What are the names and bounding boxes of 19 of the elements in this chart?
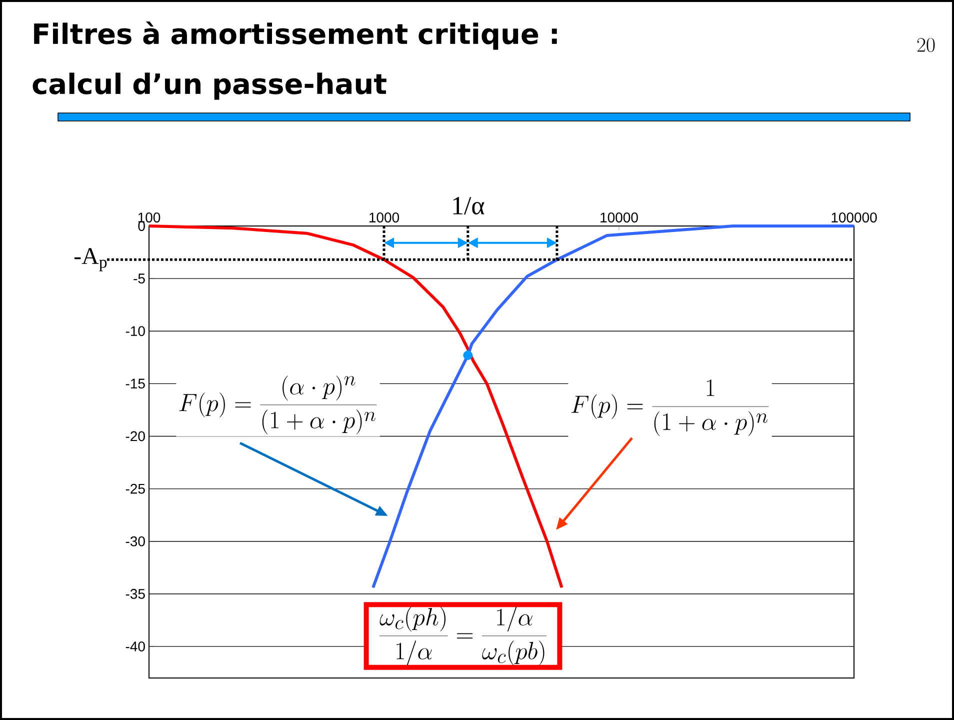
y-tick-label: -15 xyxy=(126,378,145,389)
text: $20$ xyxy=(917,38,935,52)
y-tick-label: -10 xyxy=(126,326,145,336)
ref-line-label: 1/α xyxy=(453,197,484,214)
x-tick-label: 100000 xyxy=(832,212,877,222)
y-tick-label: -5 xyxy=(134,274,145,284)
annotation: $F(p)=\frac{(\alpha\cdot p)^{n}}{(1+\alpha\cdot p)^{n}}$ xyxy=(179,376,377,434)
x-tick-label: 1000 xyxy=(370,212,400,222)
y-tick-label: -30 xyxy=(126,536,145,546)
chart-title: Filtres à amortissement critique : calcul d’un passe-haut xyxy=(32,22,557,100)
y-tick-label: -20 xyxy=(126,431,145,442)
annotation: $F(p)=\frac{1}{(1+\alpha\cdot p)^{n}}$ xyxy=(571,380,769,436)
y-tick-label: -35 xyxy=(126,588,145,599)
y-tick-label: -25 xyxy=(126,484,145,494)
annotation: $\frac{\omega_c(ph)}{1/\alpha}=\frac{1/\alpha}{\omega_c(pb)}$ xyxy=(379,606,547,666)
ref-line-label: -A$_{p}$ xyxy=(74,248,107,272)
x-tick-label: 100 xyxy=(138,212,160,222)
x-tick-label: 10000 xyxy=(600,212,638,222)
y-tick-label: -40 xyxy=(126,641,145,652)
